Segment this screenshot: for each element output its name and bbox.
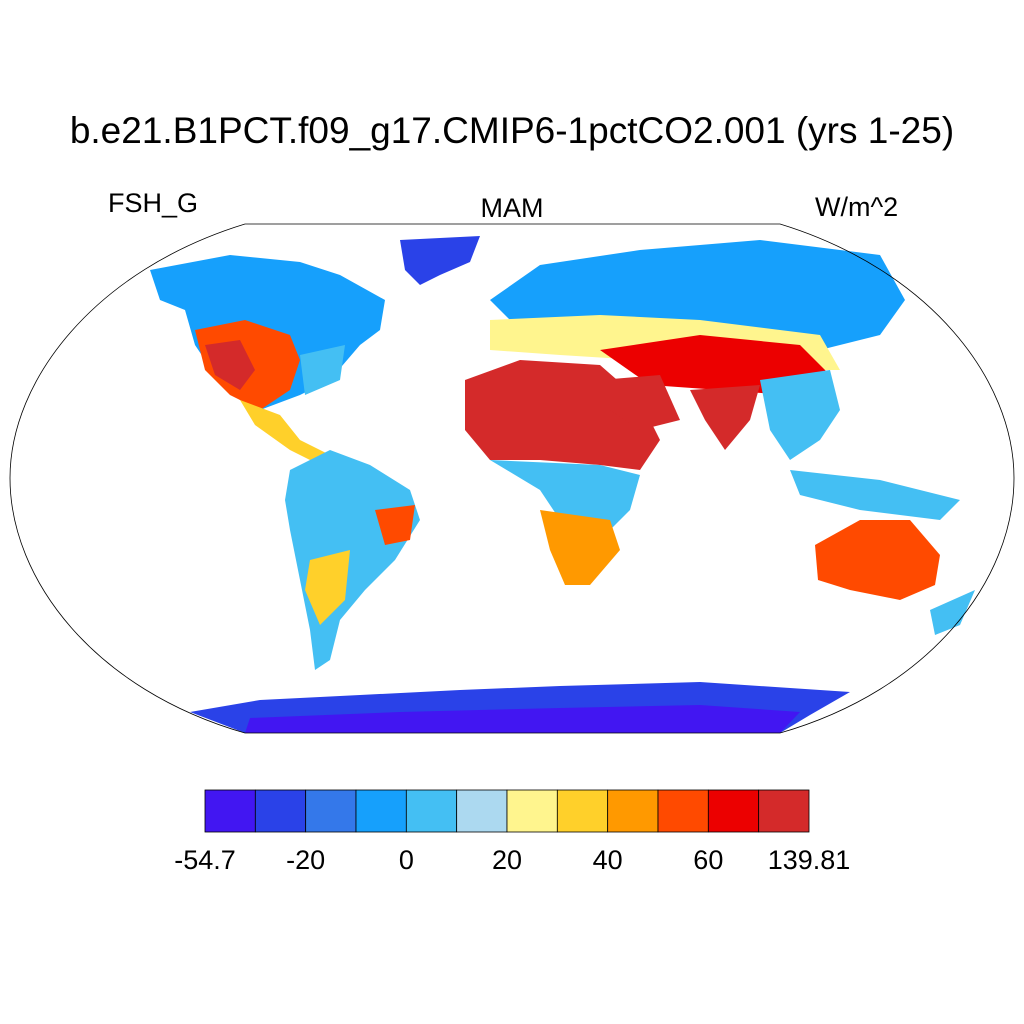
colorbar-box <box>305 789 357 833</box>
land <box>285 450 420 670</box>
colorbar-label: 20 <box>492 845 522 875</box>
map-outline <box>9 223 1015 734</box>
colorbar-box <box>204 789 256 833</box>
land <box>240 400 330 465</box>
colorbar-box <box>657 789 709 833</box>
map <box>9 223 1015 734</box>
center-label: MAM <box>481 193 544 223</box>
colorbar-label: -54.7 <box>174 845 236 875</box>
land <box>375 505 415 545</box>
land <box>305 550 350 625</box>
land <box>815 520 940 600</box>
right-label: W/m^2 <box>815 192 898 222</box>
land <box>790 470 960 520</box>
colorbar-box <box>758 789 810 833</box>
colorbar: -54.7 -20 0 20 40 60 139.81 <box>174 789 851 875</box>
land <box>300 345 345 395</box>
colorbar-box <box>607 789 659 833</box>
colorbar-box <box>456 789 508 833</box>
land <box>760 370 840 460</box>
left-label: FSH_G <box>108 188 198 218</box>
land <box>540 510 620 585</box>
land <box>490 460 640 530</box>
land <box>690 385 760 450</box>
land <box>400 236 480 285</box>
colorbar-label: -20 <box>286 845 325 875</box>
colorbar-label: 0 <box>399 845 414 875</box>
colorbar-box <box>506 789 558 833</box>
land <box>600 375 680 430</box>
colorbar-box <box>707 789 760 833</box>
colorbar-box <box>254 789 307 833</box>
colorbar-label: 60 <box>693 845 723 875</box>
colorbar-label: 139.81 <box>768 845 851 875</box>
colorbar-box <box>405 789 458 833</box>
land <box>205 340 255 390</box>
title: b.e21.B1PCT.f09_g17.CMIP6-1pctCO2.001 (y… <box>70 110 954 151</box>
colorbar-box <box>355 789 407 833</box>
land <box>930 590 975 635</box>
colorbar-box <box>556 789 609 833</box>
colorbar-label: 40 <box>593 845 623 875</box>
land <box>245 705 800 733</box>
